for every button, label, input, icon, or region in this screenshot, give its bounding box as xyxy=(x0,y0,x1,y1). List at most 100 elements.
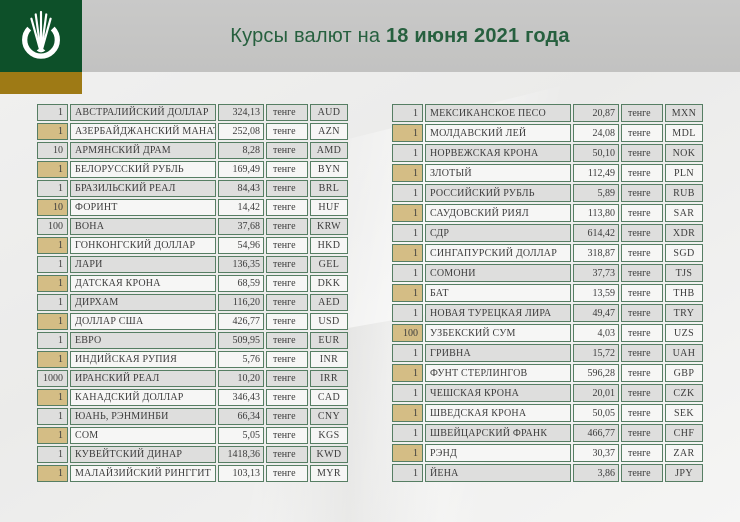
currency-name-cell: ДИРХАМ xyxy=(70,294,216,311)
currency-name-cell: ЧЕШСКАЯ КРОНА xyxy=(425,384,571,402)
quantity-cell: 1 xyxy=(37,389,68,406)
currency-code-cell: TJS xyxy=(665,264,703,282)
currency-name-cell: СИНГАПУРСКИЙ ДОЛЛАР xyxy=(425,244,571,262)
unit-cell: тенге xyxy=(621,164,663,182)
currency-name-cell: АВСТРАЛИЙСКИЙ ДОЛЛАР xyxy=(70,104,216,121)
unit-cell: тенге xyxy=(266,180,308,197)
quantity-cell: 1 xyxy=(392,464,423,482)
quantity-cell: 1 xyxy=(392,244,423,262)
table-row: 1000 ИРАНСКИЙ РЕАЛ 10,20 тенге IRR xyxy=(37,370,348,387)
rate-cell: 596,28 xyxy=(573,364,619,382)
unit-cell: тенге xyxy=(621,244,663,262)
currency-name-cell: ФОРИНТ xyxy=(70,199,216,216)
currency-name-cell: АРМЯНСКИЙ ДРАМ xyxy=(70,142,216,159)
quantity-cell: 10 xyxy=(37,199,68,216)
table-row: 1 МЕКСИКАНСКОЕ ПЕСО 20,87 тенге MXN xyxy=(392,104,703,122)
currency-code-cell: MXN xyxy=(665,104,703,122)
currency-code-cell: GBP xyxy=(665,364,703,382)
quantity-cell: 1 xyxy=(37,294,68,311)
unit-cell: тенге xyxy=(621,304,663,322)
currency-code-cell: SGD xyxy=(665,244,703,262)
table-row: 1 БРАЗИЛЬСКИЙ РЕАЛ 84,43 тенге BRL xyxy=(37,180,348,197)
unit-cell: тенге xyxy=(266,332,308,349)
table-row: 1 АВСТРАЛИЙСКИЙ ДОЛЛАР 324,13 тенге AUD xyxy=(37,104,348,121)
unit-cell: тенге xyxy=(266,199,308,216)
rate-cell: 30,37 xyxy=(573,444,619,462)
table-row: 1 ЕВРО 509,95 тенге EUR xyxy=(37,332,348,349)
currency-code-cell: NOK xyxy=(665,144,703,162)
currency-code-cell: BYN xyxy=(310,161,348,178)
unit-cell: тенге xyxy=(266,427,308,444)
quantity-cell: 1 xyxy=(392,304,423,322)
rate-cell: 614,42 xyxy=(573,224,619,242)
table-row: 1 ДИРХАМ 116,20 тенге AED xyxy=(37,294,348,311)
table-row: 10 ФОРИНТ 14,42 тенге HUF xyxy=(37,199,348,216)
unit-cell: тенге xyxy=(266,351,308,368)
currency-name-cell: ЛАРИ xyxy=(70,256,216,273)
quantity-cell: 1 xyxy=(37,104,68,121)
quantity-cell: 1 xyxy=(392,364,423,382)
gold-strip xyxy=(0,72,82,94)
rate-cell: 49,47 xyxy=(573,304,619,322)
quantity-cell: 1 xyxy=(37,408,68,425)
currency-name-cell: ШВЕЙЦАРСКИЙ ФРАНК xyxy=(425,424,571,442)
quantity-cell: 1 xyxy=(392,404,423,422)
quantity-cell: 1 xyxy=(392,384,423,402)
rate-cell: 20,01 xyxy=(573,384,619,402)
header-bar: Курсы валют на 18 июня 2021 года xyxy=(0,0,740,72)
quantity-cell: 1 xyxy=(392,164,423,182)
currency-name-cell: СОМ xyxy=(70,427,216,444)
currency-code-cell: HUF xyxy=(310,199,348,216)
rate-cell: 50,05 xyxy=(573,404,619,422)
rate-cell: 84,43 xyxy=(218,180,264,197)
unit-cell: тенге xyxy=(266,237,308,254)
currency-code-cell: PLN xyxy=(665,164,703,182)
currency-code-cell: CAD xyxy=(310,389,348,406)
unit-cell: тенге xyxy=(621,224,663,242)
table-row: 1 ЧЕШСКАЯ КРОНА 20,01 тенге CZK xyxy=(392,384,703,402)
quantity-cell: 1 xyxy=(392,264,423,282)
currency-table-right: 1 МЕКСИКАНСКОЕ ПЕСО 20,87 тенге MXN 1 МО… xyxy=(392,104,703,482)
currency-name-cell: ЕВРО xyxy=(70,332,216,349)
unit-cell: тенге xyxy=(266,123,308,140)
unit-cell: тенге xyxy=(266,142,308,159)
unit-cell: тенге xyxy=(621,344,663,362)
currency-code-cell: GEL xyxy=(310,256,348,273)
rate-cell: 5,05 xyxy=(218,427,264,444)
table-row: 1 ШВЕДСКАЯ КРОНА 50,05 тенге SEK xyxy=(392,404,703,422)
table-row: 1 ЛАРИ 136,35 тенге GEL xyxy=(37,256,348,273)
quantity-cell: 1 xyxy=(392,104,423,122)
unit-cell: тенге xyxy=(266,104,308,121)
quantity-cell: 1 xyxy=(392,284,423,302)
quantity-cell: 1 xyxy=(37,123,68,140)
table-row: 1 ФУНТ СТЕРЛИНГОВ 596,28 тенге GBP xyxy=(392,364,703,382)
currency-name-cell: НОРВЕЖСКАЯ КРОНА xyxy=(425,144,571,162)
currency-name-cell: БЕЛОРУССКИЙ РУБЛЬ xyxy=(70,161,216,178)
unit-cell: тенге xyxy=(266,294,308,311)
currency-name-cell: ГОНКОНГСКИЙ ДОЛЛАР xyxy=(70,237,216,254)
rate-cell: 169,49 xyxy=(218,161,264,178)
quantity-cell: 1 xyxy=(37,465,68,482)
table-row: 1 РОССИЙСКИЙ РУБЛЬ 5,89 тенге RUB xyxy=(392,184,703,202)
currency-code-cell: UAH xyxy=(665,344,703,362)
currency-name-cell: ГРИВНА xyxy=(425,344,571,362)
quantity-cell: 1 xyxy=(392,424,423,442)
currency-name-cell: РОССИЙСКИЙ РУБЛЬ xyxy=(425,184,571,202)
currency-code-cell: AUD xyxy=(310,104,348,121)
unit-cell: тенге xyxy=(621,444,663,462)
table-row: 1 ДАТСКАЯ КРОНА 68,59 тенге DKK xyxy=(37,275,348,292)
unit-cell: тенге xyxy=(266,389,308,406)
bank-logo-block xyxy=(0,0,82,72)
currency-name-cell: АЗЕРБАЙДЖАНСКИЙ МАНАТ xyxy=(70,123,216,140)
table-row: 1 СИНГАПУРСКИЙ ДОЛЛАР 318,87 тенге SGD xyxy=(392,244,703,262)
page-title-prefix: Курсы валют на xyxy=(230,24,381,47)
table-row: 1 БЕЛОРУССКИЙ РУБЛЬ 169,49 тенге BYN xyxy=(37,161,348,178)
rate-cell: 5,89 xyxy=(573,184,619,202)
table-row: 1 ИНДИЙСКАЯ РУПИЯ 5,76 тенге INR xyxy=(37,351,348,368)
currency-name-cell: МОЛДАВСКИЙ ЛЕЙ xyxy=(425,124,571,142)
currency-name-cell: ВОНА xyxy=(70,218,216,235)
unit-cell: тенге xyxy=(266,313,308,330)
rate-cell: 14,42 xyxy=(218,199,264,216)
unit-cell: тенге xyxy=(621,364,663,382)
currency-name-cell: ФУНТ СТЕРЛИНГОВ xyxy=(425,364,571,382)
